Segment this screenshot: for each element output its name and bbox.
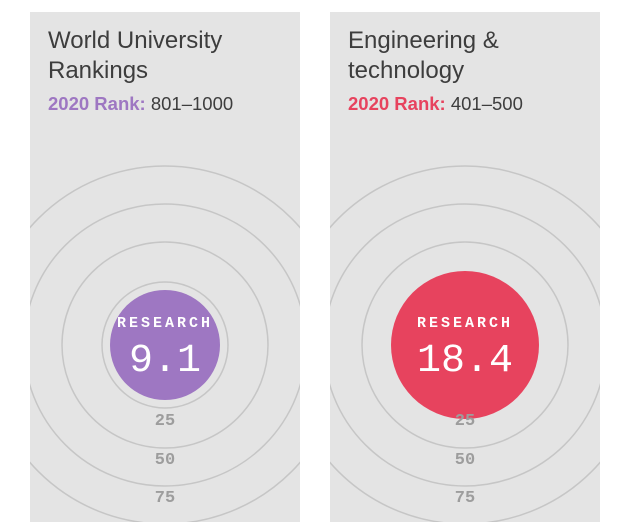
tick-50: 50 — [455, 451, 475, 470]
rank-line: 2020 Rank: 401–500 — [348, 92, 582, 115]
rank-year-label: 2020 Rank: — [348, 93, 446, 114]
metric-value: 18.4 — [417, 339, 513, 384]
ranking-card-engtech: Engineering & technology 2020 Rank: 401–… — [330, 12, 600, 522]
gauge-area: RESEARCH 18.4 25 50 75 100 — [330, 127, 600, 522]
rank-year-label: 2020 Rank: — [48, 93, 146, 114]
tick-25: 25 — [455, 412, 475, 431]
ranking-card-world: World University Rankings 2020 Rank: 801… — [30, 12, 300, 522]
card-title: World University Rankings — [48, 26, 282, 86]
tick-75: 75 — [455, 489, 475, 508]
tick-75: 75 — [155, 489, 175, 508]
tick-25: 25 — [155, 412, 175, 431]
cards-row: World University Rankings 2020 Rank: 801… — [0, 0, 640, 522]
gauge-ticks: 25 50 75 100 — [450, 412, 481, 522]
rank-value: 401–500 — [451, 93, 523, 114]
rank-value: 801–1000 — [151, 93, 233, 114]
radial-gauge: RESEARCH 9.1 25 50 75 100 — [30, 127, 300, 522]
gauge-ticks: 25 50 75 100 — [150, 412, 181, 522]
card-title: Engineering & technology — [348, 26, 582, 86]
card-header: World University Rankings 2020 Rank: 801… — [30, 12, 300, 123]
gauge-area: RESEARCH 9.1 25 50 75 100 — [30, 127, 300, 522]
tick-50: 50 — [155, 451, 175, 470]
radial-gauge: RESEARCH 18.4 25 50 75 100 — [330, 127, 600, 522]
rank-line: 2020 Rank: 801–1000 — [48, 92, 282, 115]
card-header: Engineering & technology 2020 Rank: 401–… — [330, 12, 600, 123]
metric-value: 9.1 — [129, 339, 201, 384]
metric-label: RESEARCH — [417, 315, 513, 332]
metric-label: RESEARCH — [117, 315, 213, 332]
